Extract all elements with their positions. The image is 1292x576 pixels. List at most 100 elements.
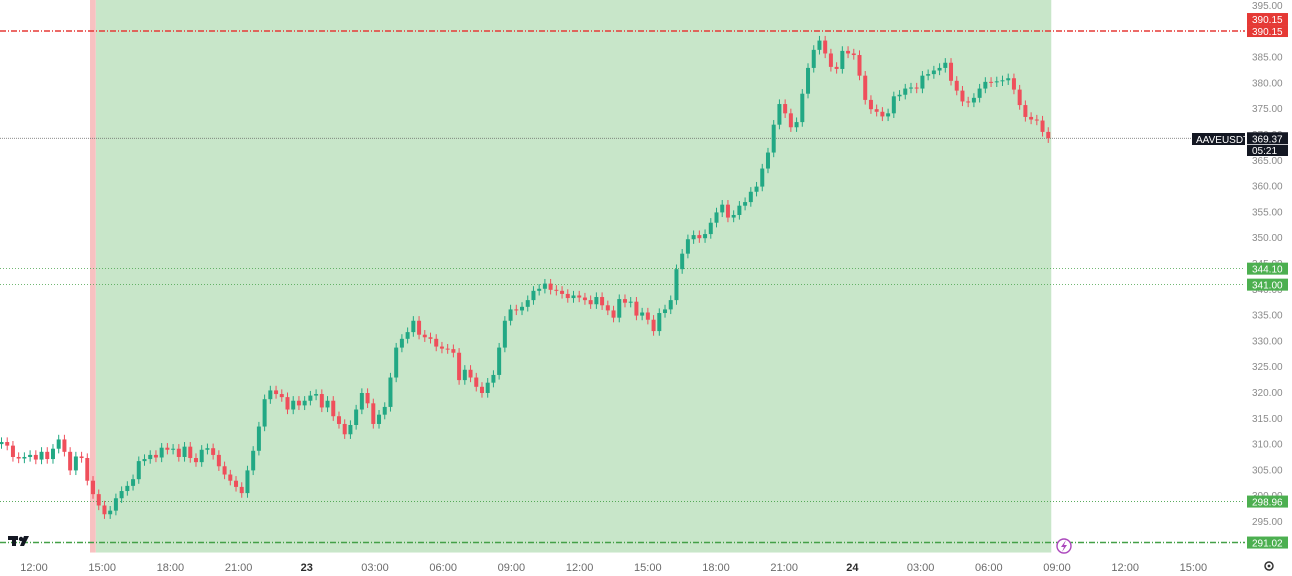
candle [548, 278, 553, 295]
candle-body [451, 349, 456, 353]
candle [846, 46, 851, 59]
candle-body [628, 301, 633, 303]
candle [33, 450, 38, 465]
candle-body [1006, 78, 1011, 81]
time-tick: 15:00 [634, 562, 662, 574]
candle [50, 444, 55, 464]
candle [331, 396, 336, 421]
candle-body [514, 309, 519, 311]
tradingview-logo [8, 536, 29, 546]
price-tick: 295.00 [1252, 517, 1283, 528]
candle-body [302, 400, 307, 406]
candle [680, 249, 685, 274]
candle [0, 437, 4, 449]
price-tag-390.15 [1247, 25, 1288, 38]
candle-body [794, 122, 799, 128]
candle [960, 85, 965, 107]
candle [222, 461, 227, 480]
candle [748, 187, 753, 207]
candle [1023, 100, 1028, 122]
candle [291, 396, 296, 415]
price-tick: 325.00 [1252, 362, 1283, 373]
candle [1034, 114, 1039, 126]
candle [983, 77, 988, 94]
settings-gear-icon[interactable] [1264, 561, 1274, 571]
candle-body [743, 202, 748, 206]
candle-body [600, 297, 605, 306]
time-tick: 09:00 [1043, 562, 1071, 574]
candle-body [777, 104, 782, 125]
candle [342, 419, 347, 439]
candle [714, 207, 719, 228]
candle [851, 48, 856, 60]
candle [239, 482, 244, 498]
candle [96, 489, 101, 511]
candle [737, 201, 742, 220]
candle [256, 421, 261, 456]
candle-body [382, 406, 387, 415]
candle-body [1029, 116, 1034, 120]
candle [73, 451, 78, 476]
time-axis[interactable]: 12:00 15:00 18:00 21:00 23 03:00 06:00 09:00 12:… [20, 562, 1207, 574]
candle [274, 385, 279, 399]
candle [863, 71, 868, 105]
candle-body [880, 111, 885, 117]
candle [411, 316, 416, 337]
price-tag-label-344.10: 344.10 [1252, 265, 1283, 276]
candle-body [508, 309, 513, 321]
candle-body [588, 300, 593, 305]
candle [371, 398, 376, 429]
candle-body [136, 461, 141, 480]
candle-body [291, 400, 296, 410]
alert-icon[interactable] [1056, 538, 1072, 554]
candle [445, 343, 450, 354]
price-tag-341.00 [1247, 278, 1288, 291]
candle [39, 447, 44, 465]
candle [434, 334, 439, 352]
candle [880, 107, 885, 122]
candle-body [142, 459, 147, 462]
candle [582, 292, 587, 305]
candle [113, 493, 118, 516]
candle-body [176, 448, 181, 457]
candle-body [125, 485, 130, 492]
candle [314, 389, 319, 401]
candle [394, 342, 399, 383]
candle-body [428, 337, 433, 339]
candle [193, 453, 198, 467]
candle [457, 348, 462, 385]
candle-body [359, 393, 364, 410]
candle [645, 307, 650, 325]
candle-body [680, 253, 685, 270]
time-tick: 24 [846, 562, 859, 574]
candle [1006, 73, 1011, 85]
candle [279, 389, 284, 402]
candle-body [68, 451, 73, 471]
candle-body [788, 113, 793, 128]
profit-zone [95, 0, 1052, 553]
candle-body [697, 235, 702, 239]
candle-body [216, 454, 221, 467]
candle [931, 65, 936, 79]
target-tag-upper [1247, 13, 1288, 26]
target-tag-upper-label: 390.15 [1252, 15, 1283, 26]
candle [485, 378, 490, 398]
candle [199, 445, 204, 467]
candle-body [411, 320, 416, 333]
time-tick: 21:00 [770, 562, 798, 574]
candle-body [1000, 80, 1005, 82]
candle-body [5, 442, 10, 446]
candle [823, 35, 828, 59]
candle-body [611, 310, 616, 318]
candle [897, 90, 902, 101]
candle-body [502, 320, 507, 348]
candle-body [457, 352, 462, 381]
candle-body [462, 369, 467, 381]
candle-body [994, 81, 999, 83]
horizontal-lines [0, 30, 1245, 544]
candle [949, 58, 954, 86]
candle [359, 388, 364, 415]
candle-body [251, 450, 256, 471]
candle [954, 76, 959, 96]
